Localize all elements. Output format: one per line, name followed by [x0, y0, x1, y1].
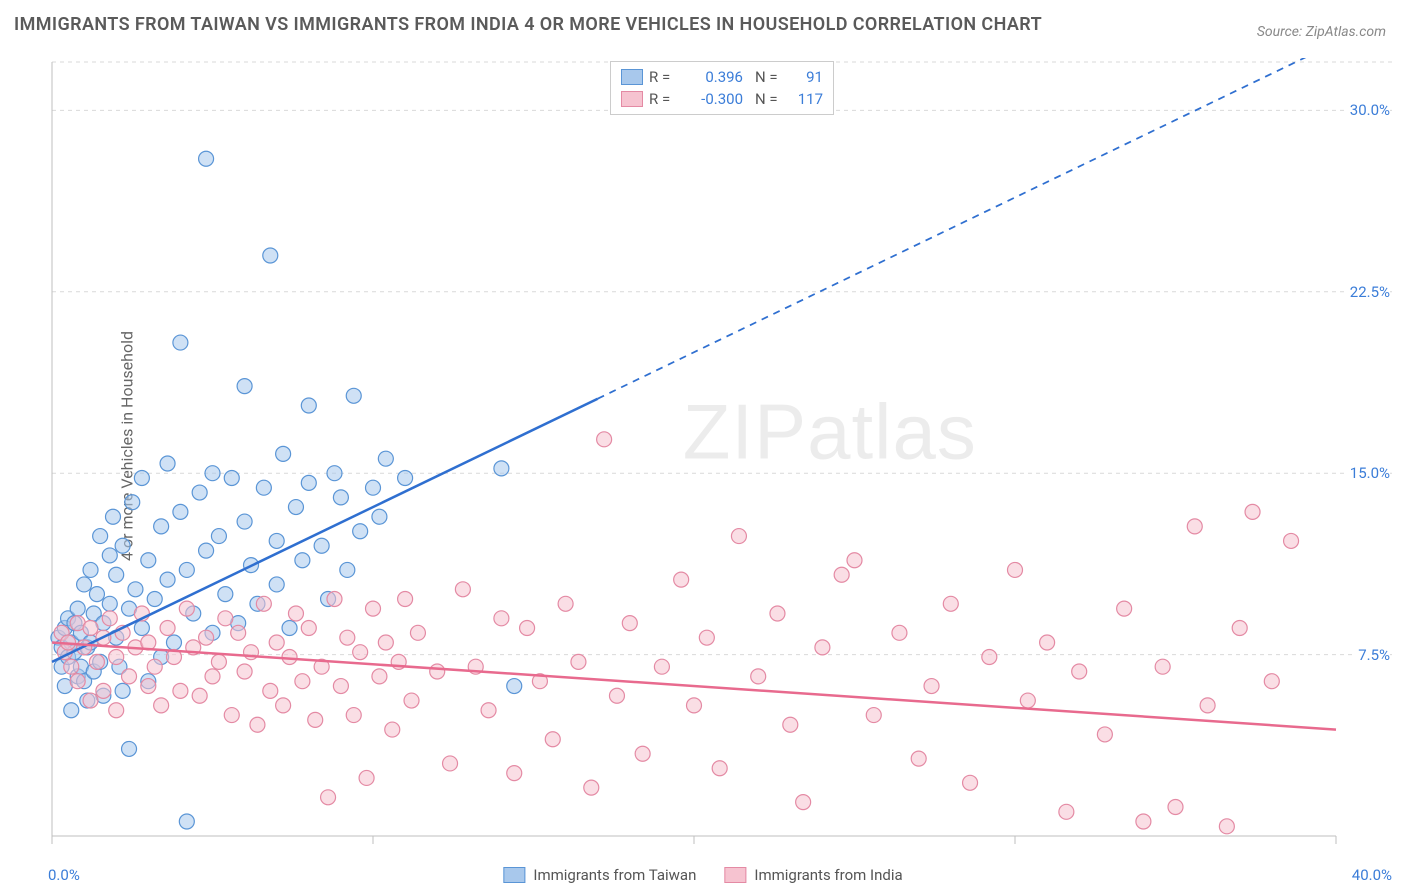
y-tick-label: 22.5% — [1346, 283, 1390, 301]
y-tick-label: 30.0% — [1346, 101, 1390, 119]
y-tick-label: 15.0% — [1346, 464, 1390, 482]
legend-row-taiwan: R = 0.396 N = 91 — [621, 66, 823, 88]
source-attribution: Source: ZipAtlas.com — [1257, 24, 1386, 40]
legend-swatch-taiwan-bottom — [503, 867, 525, 883]
x-axis-min-label: 0.0% — [48, 866, 80, 884]
legend-n-value-taiwan: 91 — [789, 66, 823, 88]
legend-label-india: Immigrants from India — [754, 866, 902, 884]
legend-r-value-taiwan: 0.396 — [683, 66, 743, 88]
y-tick-label: 7.5% — [1354, 646, 1390, 664]
legend-row-india: R = -0.300 N = 117 — [621, 88, 823, 110]
legend-swatch-india — [621, 91, 643, 107]
legend-r-label: R = — [649, 66, 677, 88]
chart-svg — [48, 58, 1396, 854]
legend-swatch-taiwan — [621, 69, 643, 85]
legend-r-label: R = — [649, 88, 677, 110]
correlation-legend: R = 0.396 N = 91 R = -0.300 N = 117 — [610, 61, 834, 115]
legend-swatch-india-bottom — [724, 867, 746, 883]
legend-n-value-india: 117 — [789, 88, 823, 110]
chart-title: IMMIGRANTS FROM TAIWAN VS IMMIGRANTS FRO… — [14, 14, 1042, 35]
x-axis-max-label: 40.0% — [1352, 866, 1392, 884]
legend-item-india: Immigrants from India — [724, 866, 902, 884]
legend-n-label: N = — [755, 88, 783, 110]
legend-item-taiwan: Immigrants from Taiwan — [503, 866, 696, 884]
legend-label-taiwan: Immigrants from Taiwan — [533, 866, 696, 884]
series-legend: Immigrants from Taiwan Immigrants from I… — [503, 866, 902, 884]
chart-plot-area: R = 0.396 N = 91 R = -0.300 N = 117 ZIPa… — [48, 58, 1396, 854]
legend-n-label: N = — [755, 66, 783, 88]
legend-r-value-india: -0.300 — [683, 88, 743, 110]
